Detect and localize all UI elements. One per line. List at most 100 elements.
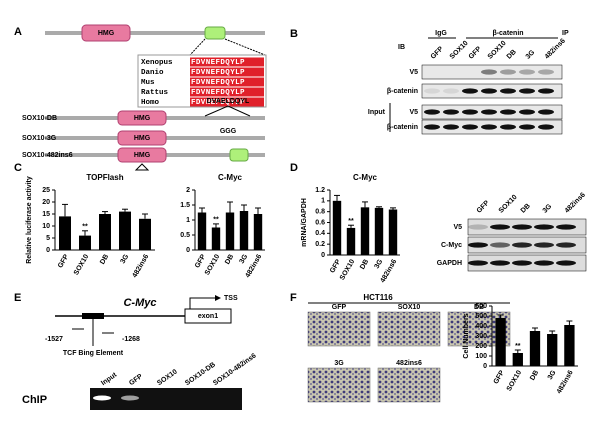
chart-title: C-Myc (218, 173, 243, 182)
band (443, 109, 459, 115)
band (424, 88, 440, 94)
motif-box (204, 26, 226, 40)
bar (197, 212, 207, 250)
chart-title: TOPFlash (86, 173, 123, 182)
species-name: Danio (141, 69, 164, 77)
exon-label: exon1 (198, 313, 218, 320)
y-tick-label: 100 (475, 353, 487, 360)
band (443, 88, 459, 94)
micrograph (307, 311, 371, 347)
band (538, 69, 554, 75)
bar (346, 227, 356, 255)
row-label: β-catenin (387, 88, 418, 95)
row-label: V5 (409, 109, 418, 116)
x-tick-label: 3G (547, 369, 558, 381)
hmg-box (117, 110, 167, 126)
sequence: FDVNEFDQYLP (191, 69, 245, 77)
image-label: 482ins6 (396, 360, 422, 367)
bar (374, 207, 384, 255)
sequence: FDVNEFDQYLP (191, 79, 245, 87)
panel-letter: D (290, 162, 298, 174)
lane-label: GFP (430, 45, 445, 60)
bar (225, 212, 235, 250)
band (468, 242, 488, 248)
y-tick-label: 600 (475, 303, 487, 310)
band (490, 260, 510, 266)
sequence-bg (190, 97, 264, 107)
y-tick-label: 25 (42, 187, 50, 194)
y-axis-label: mRNA/GAPDH (301, 198, 308, 247)
band (490, 224, 510, 230)
bar (529, 331, 541, 366)
y-tick-label: 0.4 (315, 230, 325, 237)
bar (360, 207, 370, 255)
panel-d-blot: V5 C-Myc GAPDH GFP SOX10 DB 3G 482ins6 (437, 192, 587, 272)
band (462, 109, 478, 115)
row-label: β-catenin (387, 124, 418, 131)
band (481, 124, 497, 130)
species-name: Rattus (141, 89, 169, 97)
band (481, 69, 497, 75)
lane-label: Input (100, 371, 119, 387)
construct-label: SOX10-482ins6 (22, 152, 73, 159)
x-tick-label: GFP (57, 253, 70, 269)
band (512, 224, 532, 230)
sequence: FDVNEFDQYLP (191, 99, 245, 107)
y-tick-label: 10 (42, 223, 50, 230)
band (519, 88, 535, 94)
band (481, 109, 497, 115)
hmg-box (117, 130, 167, 146)
hmg-label: HMG (98, 30, 115, 37)
panel-letter: E (14, 292, 21, 304)
image-label: SOX10 (398, 304, 421, 311)
panel-a: HMG Xenopus FDVNEFDQYLP Danio FDVNEFDQYLP Mu… (22, 24, 267, 171)
bar (512, 353, 523, 366)
band (462, 124, 478, 130)
bar (253, 214, 263, 250)
lane-label: GFP (128, 373, 144, 387)
bar (332, 200, 342, 255)
ib-label: IB (398, 44, 405, 51)
band (468, 224, 488, 230)
y-tick-label: 0 (46, 247, 50, 254)
y-tick-label: 400 (475, 323, 487, 330)
lane-label: 3G (542, 203, 554, 215)
db-sequence: DVAELDQYL (207, 98, 250, 105)
band (534, 242, 554, 248)
lane-label: DB (506, 49, 518, 61)
sequence-bg (190, 77, 264, 87)
band (424, 109, 440, 115)
motif-box (229, 148, 249, 162)
y-tick-label: 0.2 (315, 241, 325, 248)
image-label: GFP (332, 304, 347, 311)
gene-label: C-Myc (123, 297, 156, 309)
bar (495, 318, 506, 366)
band (500, 109, 516, 115)
y-tick-label: 1.5 (180, 202, 190, 209)
gel-band (121, 395, 139, 401)
species-name: Mus (141, 79, 155, 87)
ip-group: IgG (435, 30, 447, 37)
band (512, 242, 532, 248)
bar (139, 218, 151, 250)
y-tick-label: 200 (475, 343, 487, 350)
bar (388, 209, 398, 255)
hmg-label: HMG (134, 152, 151, 159)
x-tick-label: 3G (120, 253, 131, 265)
y-tick-label: 0.8 (315, 209, 325, 216)
image-label: DB (474, 304, 484, 311)
species-name: Homo (141, 99, 160, 107)
coord-label: -1527 (45, 336, 63, 343)
gel-band (93, 395, 111, 401)
micrograph (377, 311, 441, 347)
x-tick-label: 482ins6 (556, 369, 575, 395)
x-tick-label: DB (529, 369, 540, 381)
band (500, 88, 516, 94)
x-tick-label: 3G (374, 258, 385, 270)
x-tick-label: GFP (194, 253, 207, 269)
bar (564, 325, 575, 366)
protein-line (45, 31, 265, 35)
bar (239, 211, 249, 250)
